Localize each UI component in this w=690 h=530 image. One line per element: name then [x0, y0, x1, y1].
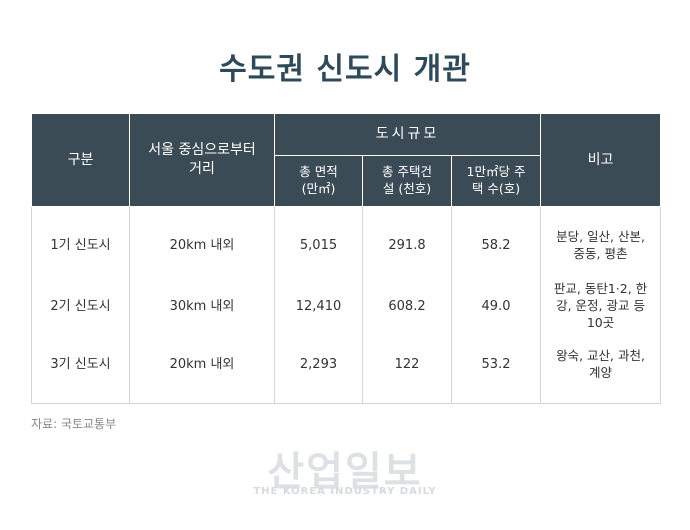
page-title: 수도권 신도시 개관 [219, 52, 471, 87]
cell-category: 3기 신도시 [31, 337, 130, 404]
table-row: 3기 신도시 20km 내외 2,293 122 53.2 왕숙, 교산, 과천… [31, 337, 662, 404]
cell-note: 왕숙, 교산, 과천, 계양 [540, 337, 662, 404]
cell-housing: 122 [362, 337, 452, 404]
cell-area: 5,015 [274, 206, 363, 276]
cell-area: 12,410 [274, 275, 363, 338]
new-town-table: 구분 서울 중심으로부터 거리 도시규모 비고 총 면적 (만㎡) 총 주택건설… [31, 113, 662, 404]
cell-density: 53.2 [450, 337, 542, 404]
header-category: 구분 [31, 113, 130, 207]
watermark-logo: 산업일보 THE KOREA INDUSTRY DAILY [0, 452, 690, 497]
table-row: 2기 신도시 30km 내외 12,410 608.2 49.0 판교, 동탄1… [31, 275, 662, 338]
header-scale-group: 도시규모 [273, 113, 542, 156]
cell-distance: 20km 내외 [129, 337, 275, 404]
watermark-sub: THE KOREA INDUSTRY DAILY [253, 486, 437, 497]
cell-note: 판교, 동탄1·2, 한강, 운정, 광교 등 10곳 [540, 275, 662, 338]
header-housing: 총 주택건설 (천호) [362, 155, 452, 207]
cell-distance: 30km 내외 [129, 275, 275, 338]
cell-housing: 291.8 [362, 206, 452, 276]
cell-housing: 608.2 [362, 275, 452, 338]
cell-density: 58.2 [450, 206, 542, 276]
cell-density: 49.0 [450, 275, 542, 338]
table-row: 1기 신도시 20km 내외 5,015 291.8 58.2 분당, 일산, … [31, 206, 662, 276]
watermark-main: 산업일보 [267, 449, 423, 495]
header-distance: 서울 중심으로부터 거리 [129, 113, 275, 207]
cell-category: 2기 신도시 [31, 275, 130, 338]
cell-area: 2,293 [274, 337, 363, 404]
cell-distance: 20km 내외 [129, 206, 275, 276]
header-density: 1만㎡당 주택 수(호) [450, 155, 542, 207]
cell-category: 1기 신도시 [31, 206, 130, 276]
header-note: 비고 [540, 113, 662, 207]
source-note: 자료: 국토교통부 [31, 417, 117, 431]
header-area: 총 면적 (만㎡) [274, 155, 363, 207]
cell-note: 분당, 일산, 산본, 중동, 평촌 [540, 206, 662, 276]
